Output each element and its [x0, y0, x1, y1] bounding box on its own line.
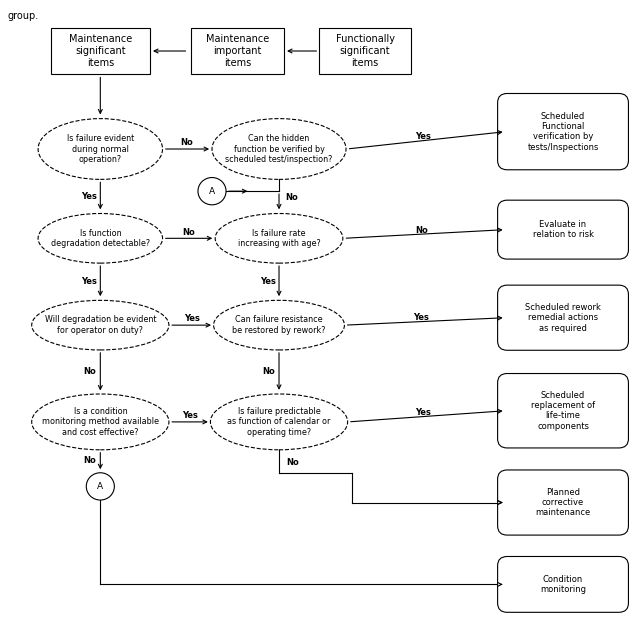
- Ellipse shape: [212, 118, 346, 179]
- Text: Condition
monitoring: Condition monitoring: [540, 574, 586, 594]
- FancyBboxPatch shape: [497, 285, 628, 350]
- Circle shape: [198, 178, 226, 205]
- Text: A: A: [97, 482, 103, 491]
- Text: Yes: Yes: [260, 277, 276, 285]
- FancyBboxPatch shape: [191, 28, 284, 74]
- FancyBboxPatch shape: [497, 556, 628, 612]
- Text: No: No: [83, 457, 96, 465]
- FancyBboxPatch shape: [497, 470, 628, 535]
- Text: Scheduled
replacement of
life-time
components: Scheduled replacement of life-time compo…: [531, 391, 595, 431]
- Ellipse shape: [31, 300, 169, 350]
- Text: Is failure evident
during normal
operation?: Is failure evident during normal operati…: [67, 134, 134, 164]
- Text: Is a condition
monitoring method available
and cost effective?: Is a condition monitoring method availab…: [42, 407, 159, 437]
- Text: No: No: [287, 458, 299, 467]
- FancyBboxPatch shape: [51, 28, 150, 74]
- Text: Scheduled
Functional
verification by
tests/Inspections: Scheduled Functional verification by tes…: [528, 112, 599, 152]
- Text: No: No: [415, 226, 428, 235]
- Text: Is failure rate
increasing with age?: Is failure rate increasing with age?: [238, 229, 320, 248]
- Text: Functionally
significant
items: Functionally significant items: [336, 34, 395, 68]
- Text: Evaluate in
relation to risk: Evaluate in relation to risk: [533, 220, 594, 239]
- Text: Yes: Yes: [81, 192, 97, 201]
- Text: group.: group.: [8, 11, 39, 21]
- Text: No: No: [262, 367, 274, 376]
- Text: No: No: [181, 138, 194, 147]
- Text: A: A: [209, 187, 215, 196]
- FancyBboxPatch shape: [497, 93, 628, 170]
- Text: Yes: Yes: [415, 408, 431, 417]
- Ellipse shape: [210, 394, 347, 450]
- Text: No: No: [285, 193, 298, 202]
- Text: No: No: [183, 227, 196, 237]
- Text: Maintenance
significant
items: Maintenance significant items: [69, 34, 132, 68]
- Text: Yes: Yes: [415, 132, 431, 141]
- Circle shape: [87, 473, 114, 500]
- Text: Yes: Yes: [183, 315, 199, 323]
- Text: Maintenance
important
items: Maintenance important items: [206, 34, 269, 68]
- FancyBboxPatch shape: [497, 200, 628, 259]
- Ellipse shape: [213, 300, 344, 350]
- Text: Can failure resistance
be restored by rework?: Can failure resistance be restored by re…: [232, 315, 326, 335]
- Ellipse shape: [31, 394, 169, 450]
- Text: Will degradation be evident
for operator on duty?: Will degradation be evident for operator…: [45, 315, 156, 335]
- Text: No: No: [83, 367, 96, 376]
- Text: Is function
degradation detectable?: Is function degradation detectable?: [51, 229, 150, 248]
- Text: Scheduled rework
remedial actions
as required: Scheduled rework remedial actions as req…: [525, 303, 601, 333]
- Text: Planned
corrective
maintenance: Planned corrective maintenance: [535, 488, 590, 518]
- Text: Yes: Yes: [183, 411, 198, 419]
- Text: Yes: Yes: [81, 277, 97, 285]
- FancyBboxPatch shape: [319, 28, 412, 74]
- FancyBboxPatch shape: [497, 374, 628, 448]
- Text: Can the hidden
function be verified by
scheduled test/inspection?: Can the hidden function be verified by s…: [226, 134, 333, 164]
- Ellipse shape: [38, 214, 163, 263]
- Text: Is failure predictable
as function of calendar or
operating time?: Is failure predictable as function of ca…: [228, 407, 331, 437]
- Ellipse shape: [38, 118, 163, 179]
- Text: Yes: Yes: [413, 313, 429, 322]
- Ellipse shape: [215, 214, 343, 263]
